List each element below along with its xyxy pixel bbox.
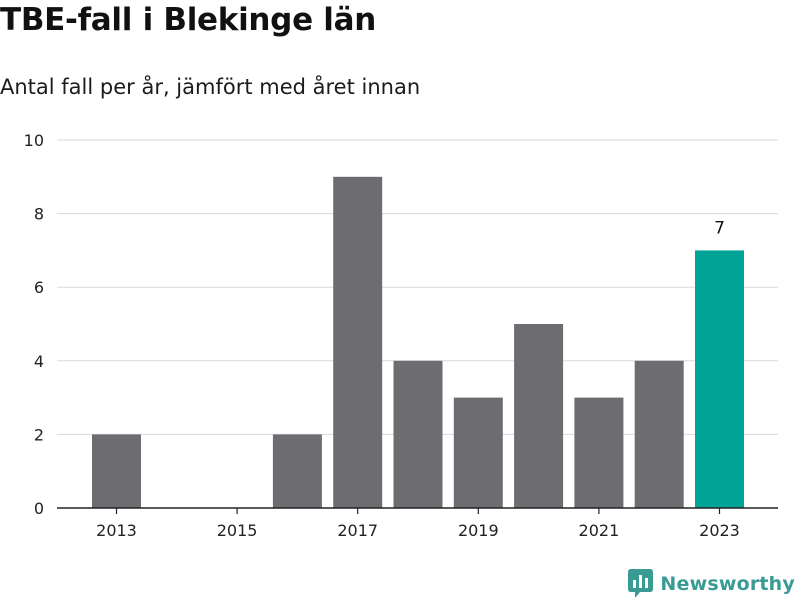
y-tick-label: 10 (24, 131, 44, 150)
x-tick-label: 2023 (699, 521, 740, 540)
x-tick-label: 2021 (579, 521, 620, 540)
data-labels: 7 (714, 218, 725, 238)
bar-2016 (272, 434, 322, 508)
x-tick-label: 2015 (217, 521, 258, 540)
bar-2023 (695, 250, 744, 508)
x-axis-ticks: 2013 2015 2017 2019 2021 2023 (96, 508, 740, 540)
chart-title: TBE-fall i Blekinge län (0, 2, 376, 38)
x-tick-label: 2013 (96, 521, 137, 540)
bar-2021 (574, 397, 624, 508)
newsworthy-brand: Newsworthy (628, 569, 795, 598)
bar-2017 (333, 176, 383, 509)
chart-subtitle: Antal fall per år, jämfört med året inna… (0, 75, 421, 99)
bars (92, 176, 744, 509)
x-tick-label: 2019 (458, 521, 499, 540)
bar-2013 (92, 434, 141, 508)
y-tick-label: 2 (34, 425, 44, 444)
x-tick-label: 2017 (337, 521, 378, 540)
y-tick-label: 6 (34, 278, 44, 297)
newsworthy-logo-icon (628, 569, 654, 598)
y-axis-ticks: 0 2 4 6 8 10 (24, 131, 44, 518)
bar-2020 (514, 324, 564, 508)
y-tick-label: 4 (34, 352, 44, 371)
data-label-2023: 7 (714, 218, 725, 238)
brand-name: Newsworthy (660, 572, 795, 595)
y-tick-label: 8 (34, 205, 44, 224)
bar-2019 (453, 397, 503, 508)
y-tick-label: 0 (34, 499, 44, 518)
bar-2018 (393, 360, 443, 508)
bar-2022 (634, 360, 684, 508)
